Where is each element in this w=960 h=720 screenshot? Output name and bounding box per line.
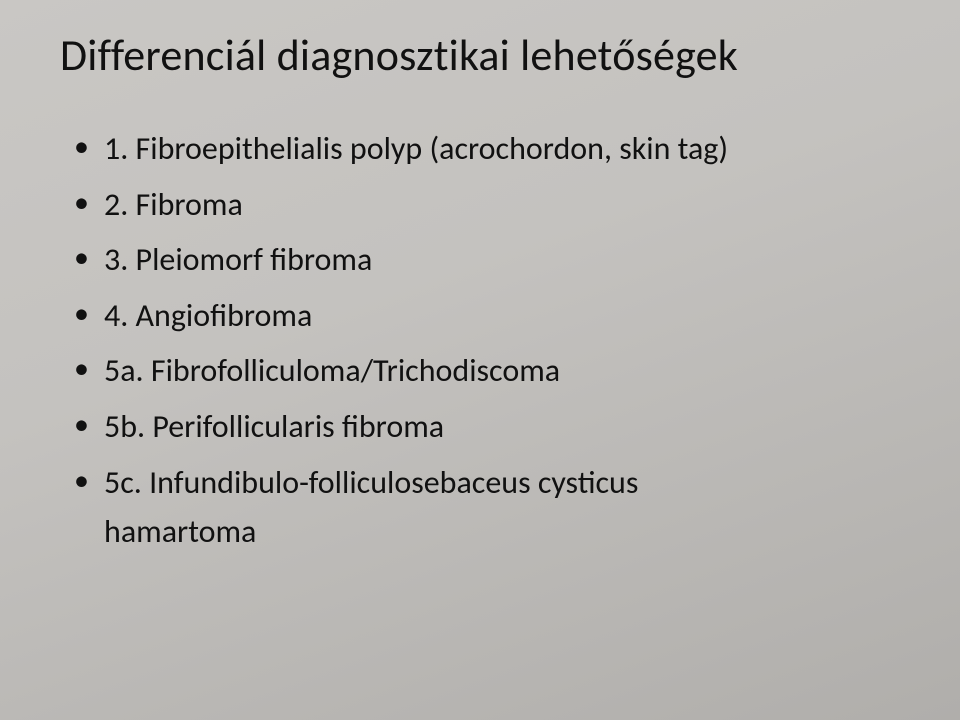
- slide-title: Differenciál diagnosztikai lehetőségek: [60, 28, 920, 82]
- slide: Differenciál diagnosztikai lehetőségek 1…: [0, 0, 960, 720]
- bullet-list: 1. Fibroepithelialis polyp (acrochordon,…: [70, 124, 920, 557]
- list-item-text: 5b. Perifollicularis fibroma: [104, 407, 444, 446]
- list-item-continuation: hamartoma: [104, 507, 920, 557]
- list-item-text: 2. Fibroma: [104, 185, 243, 224]
- list-item-text: 5a. Fibrofolliculoma/Trichodiscoma: [104, 351, 560, 390]
- list-item: 5c. Infundibulo-folliculosebaceus cystic…: [70, 458, 920, 557]
- list-item-text: 3. Pleiomorf fibroma: [104, 240, 372, 279]
- list-item: 5b. Perifollicularis fibroma: [70, 402, 920, 452]
- list-item-text: 5c. Infundibulo-folliculosebaceus cystic…: [104, 463, 638, 502]
- list-item: 5a. Fibrofolliculoma/Trichodiscoma: [70, 346, 920, 396]
- list-item: 4. Angiofibroma: [70, 291, 920, 341]
- list-item: 1. Fibroepithelialis polyp (acrochordon,…: [70, 124, 920, 174]
- list-item-text: 1. Fibroepithelialis polyp (acrochordon,…: [104, 129, 728, 168]
- list-item: 3. Pleiomorf fibroma: [70, 235, 920, 285]
- list-item-text: 4. Angiofibroma: [104, 296, 312, 335]
- list-item: 2. Fibroma: [70, 180, 920, 230]
